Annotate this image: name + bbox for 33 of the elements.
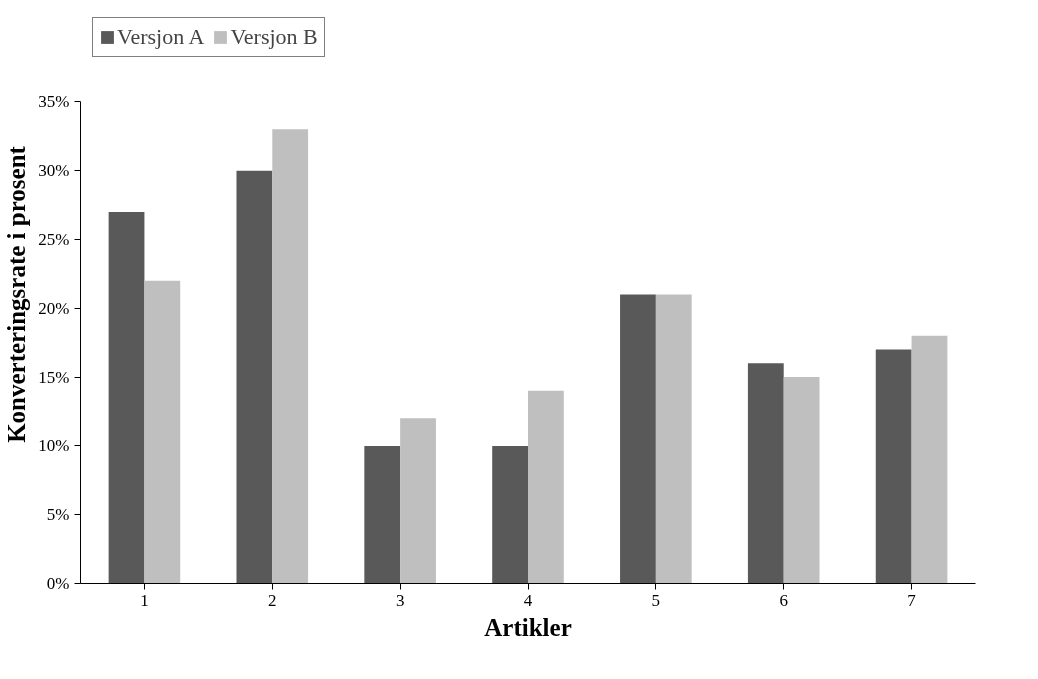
y-tick-label: 30% xyxy=(38,161,70,181)
bar xyxy=(108,211,145,584)
y-tick-label: 20% xyxy=(38,298,70,318)
bar xyxy=(528,390,564,584)
x-tick-label: 2 xyxy=(268,590,277,610)
y-axis-title: Konverteringsrate i prosent xyxy=(3,145,31,443)
x-tick-label: 3 xyxy=(395,590,405,610)
bar xyxy=(492,445,528,584)
x-tick-label: 4 xyxy=(523,590,533,610)
y-tick-label: 0% xyxy=(46,574,70,593)
legend-label: Versjon B xyxy=(230,24,318,50)
x-tick-label: 6 xyxy=(779,590,788,610)
bar xyxy=(236,170,273,584)
legend-label: Versjon A xyxy=(117,24,205,50)
x-tick-label: 5 xyxy=(651,590,661,610)
y-tick-label: 25% xyxy=(38,229,70,249)
x-tick-label: 7 xyxy=(907,590,917,610)
bar xyxy=(272,129,309,584)
y-tick-label: 15% xyxy=(38,367,70,387)
bar xyxy=(400,418,436,584)
x-tick-label: 1 xyxy=(140,590,149,610)
bar xyxy=(875,349,912,584)
y-tick-label: 5% xyxy=(46,505,70,525)
bar xyxy=(747,363,784,584)
bar xyxy=(144,280,181,584)
bar xyxy=(620,294,656,584)
bar xyxy=(783,377,820,584)
bar xyxy=(911,335,948,584)
y-tick-label: 10% xyxy=(38,436,70,456)
y-tick-label: 35% xyxy=(38,92,70,112)
bar xyxy=(655,294,692,584)
bar xyxy=(364,445,401,584)
x-axis-title: Artikler xyxy=(484,613,572,641)
